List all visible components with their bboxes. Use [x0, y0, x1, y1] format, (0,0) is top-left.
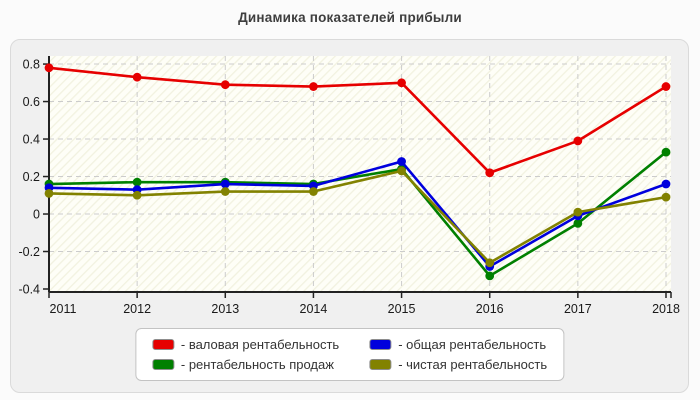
legend-label: - общая рентабельность — [398, 337, 547, 352]
data-point — [661, 179, 671, 189]
chart-title: Динамика показателей прибыли — [238, 10, 462, 25]
data-point — [132, 72, 142, 82]
series-line-общая-рентабельность — [47, 160, 668, 268]
y-tick-label: -0.4 — [18, 283, 40, 297]
data-point — [661, 147, 671, 157]
x-tick-label: 2014 — [300, 302, 328, 316]
data-point — [573, 218, 583, 228]
data-point — [485, 271, 495, 281]
x-tick-label: 2011 — [50, 302, 77, 316]
data-point — [132, 190, 142, 200]
data-point — [44, 63, 54, 73]
data-point — [44, 189, 54, 198]
legend-label: - рентабельность продаж — [180, 357, 334, 372]
x-tick-label: 2012 — [123, 302, 151, 316]
data-point — [220, 187, 230, 196]
legend-swatch-icon — [369, 359, 392, 370]
chart-panel: 0.8 0.6 0.4 0.2 0 -0.2 -0.4 2011 2012 2013 2014 201… — [10, 39, 689, 393]
series-line-чистая-рентабельность — [47, 169, 668, 265]
data-point — [485, 168, 495, 178]
data-point — [573, 136, 583, 146]
data-point — [397, 78, 406, 88]
data-point — [220, 80, 230, 90]
series-line-валовая-рентабельность — [47, 66, 668, 175]
y-tick-label: 0 — [33, 208, 40, 222]
plot-area: 0.8 0.6 0.4 0.2 0 -0.2 -0.4 2011 2012 2013 2014 201… — [18, 56, 680, 316]
x-tick-label: 2017 — [564, 302, 592, 316]
data-point — [485, 258, 495, 268]
legend-item: - общая рентабельность — [369, 337, 547, 352]
x-tick-label: 2018 — [652, 302, 680, 316]
series-line-рентабельность-продаж — [47, 150, 668, 278]
data-point — [220, 179, 230, 189]
x-tick-label: 2016 — [476, 302, 504, 316]
y-tick-label: 0.2 — [23, 170, 40, 184]
data-point — [661, 192, 671, 202]
data-point — [661, 82, 671, 91]
legend-item: - чистая рентабельность — [369, 357, 547, 372]
legend-item: - рентабельность продаж — [151, 357, 339, 372]
y-tick-label: 0.4 — [23, 133, 40, 147]
data-point — [309, 187, 318, 196]
legend-swatch-icon — [151, 359, 174, 370]
y-tick-label: 0.6 — [23, 95, 40, 109]
legend-swatch-icon — [151, 339, 174, 350]
legend-swatch-icon — [369, 339, 392, 350]
x-tick-label: 2013 — [211, 302, 239, 316]
legend-box: - валовая рентабельность - рентабельность… — [134, 328, 565, 381]
data-point — [573, 207, 583, 217]
data-point — [397, 157, 406, 166]
y-tick-label: 0.8 — [23, 58, 40, 72]
legend-item: - валовая рентабельность — [151, 337, 340, 352]
data-point — [397, 166, 406, 176]
y-tick-label: -0.2 — [18, 245, 40, 259]
data-point — [132, 177, 142, 187]
x-tick-label: 2015 — [388, 302, 416, 316]
legend-label: - валовая рентабельность — [180, 337, 340, 352]
legend-label: - чистая рентабельность — [398, 357, 548, 372]
data-point — [309, 82, 318, 91]
